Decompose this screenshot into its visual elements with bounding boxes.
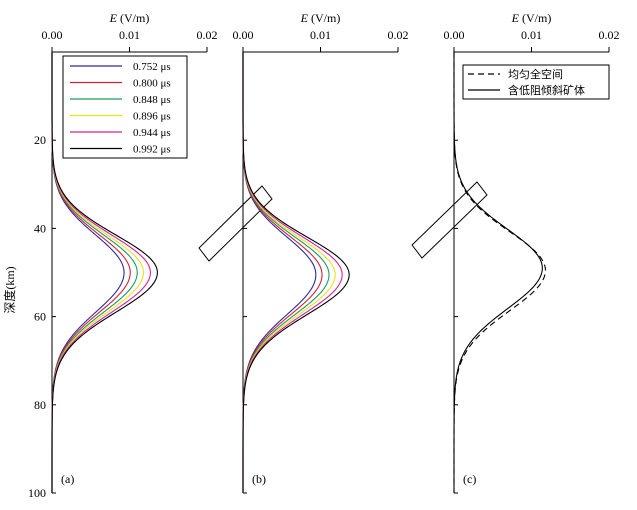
series-line [453,52,543,493]
series-line [242,52,323,493]
panel-label: (b) [252,472,266,486]
panel-label: (a) [61,472,74,486]
series-line [242,52,317,493]
legend-label: 0.896 μs [133,111,171,123]
x-tick-label: 0.00 [42,28,63,42]
y-tick-label: 80 [34,398,46,412]
series-line [453,52,547,493]
y-tick-label: 20 [34,133,46,147]
legend-label: 0.992 μs [133,144,171,156]
legend-label: 0.752 μs [133,61,171,73]
x-tick-label: 0.02 [388,28,409,42]
y-axis-label: 深度(km) [2,266,17,313]
y-tick-label: 40 [34,221,46,235]
x-tick-label: 0.01 [310,28,331,42]
x-tick-label: 0.02 [599,28,620,42]
x-tick-label: 0.00 [444,28,465,42]
y-tick-label: 60 [34,310,46,324]
legend-label: 0.944 μs [133,127,171,139]
legend-box [462,64,610,100]
inclined-orebody [411,181,488,259]
x-axis-title: E (V/m) [511,11,552,25]
legend-label: 0.848 μs [133,94,171,106]
x-axis-title: E (V/m) [300,11,341,25]
x-axis-title: E (V/m) [109,11,150,25]
legend-label: 含低阻倾斜矿体 [508,83,585,97]
inclined-orebody [198,185,273,262]
x-tick-label: 0.01 [119,28,140,42]
y-tick-label: 100 [28,486,46,500]
x-tick-label: 0.02 [197,28,218,42]
legend-label: 0.800 μs [133,78,171,90]
legend-box [62,55,188,159]
panel-1: E (V/m) 0.00 0.01 0.02 20 40 60 80 100 0.752 μs 0.… [28,11,218,500]
series-line [51,52,158,493]
x-tick-label: 0.01 [521,28,542,42]
x-tick-label: 0.00 [233,28,254,42]
panel-label: (c) [463,472,476,486]
series-line [242,52,343,493]
panel-2: E (V/m) 0.00 0.01 0.02 (b) [198,11,409,494]
series-line [242,52,350,493]
legend-label: 均匀全空间 [508,67,563,81]
